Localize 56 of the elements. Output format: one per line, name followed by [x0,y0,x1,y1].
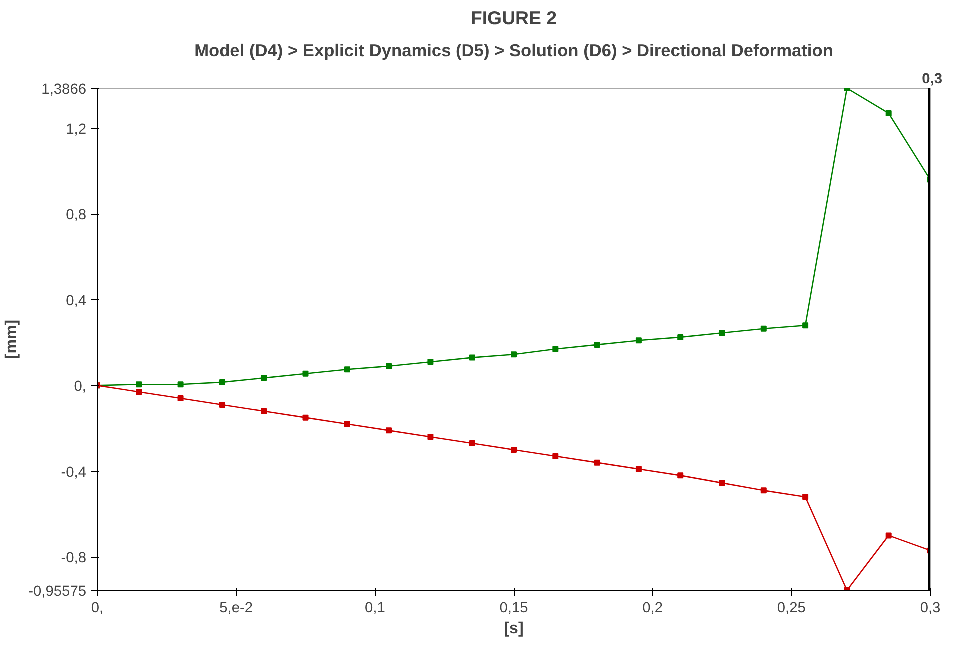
point [802,494,809,500]
point [594,342,600,348]
x-tick-label: 5,e-2 [220,600,254,616]
point [469,440,476,447]
point [719,330,726,336]
point [428,359,434,366]
point [886,532,892,539]
point [511,446,517,453]
point [136,389,142,396]
point [386,428,392,434]
point [594,460,600,466]
point [678,334,684,340]
point [302,414,309,421]
point [552,453,559,460]
point [136,382,142,388]
point [760,326,767,332]
point [678,472,684,479]
point [469,354,476,361]
point [178,382,184,388]
x-tick-label: 0,15 [500,600,528,616]
x-tick-label: 0, [91,600,104,616]
point [428,434,434,440]
y-tick-label: -0,95575 [28,584,86,600]
point [636,338,642,344]
point [344,421,350,428]
y-tick-label: 1,3866 [42,82,86,98]
point [886,110,892,116]
y-tick-label: -0,4 [61,464,87,481]
x-tick-label: 0,2 [642,600,664,616]
x-axis-title: [s] [504,620,524,638]
point [719,480,726,486]
chart-subtitle: Model (D4) > Explicit Dynamics (D5) > Solution (D6) > Directional Deformation [194,40,834,60]
point [636,466,642,472]
point [344,366,350,373]
x-tick-label: 0,3 [920,600,941,616]
point [261,408,268,414]
point [178,396,184,402]
point [219,402,226,408]
point [552,346,559,352]
y-tick-label: 0, [74,379,87,396]
point [802,322,809,329]
point [302,370,309,377]
y-tick-label: 1,2 [66,122,86,138]
y-axis-title: [mm] [4,320,21,360]
point [511,352,517,358]
y-tick-label: 0,4 [66,293,86,310]
x-tick-label: 0,25 [777,600,806,616]
y-tick-label: 0,8 [66,208,86,224]
chart-title: FIGURE 2 [470,8,558,28]
y-tick-label: -0,8 [61,550,87,567]
point [760,488,767,494]
point [386,363,392,370]
point [261,375,268,382]
ref-line-label: 0,3 [922,72,942,88]
point [219,379,226,386]
x-tick-label: 0,1 [364,600,386,616]
